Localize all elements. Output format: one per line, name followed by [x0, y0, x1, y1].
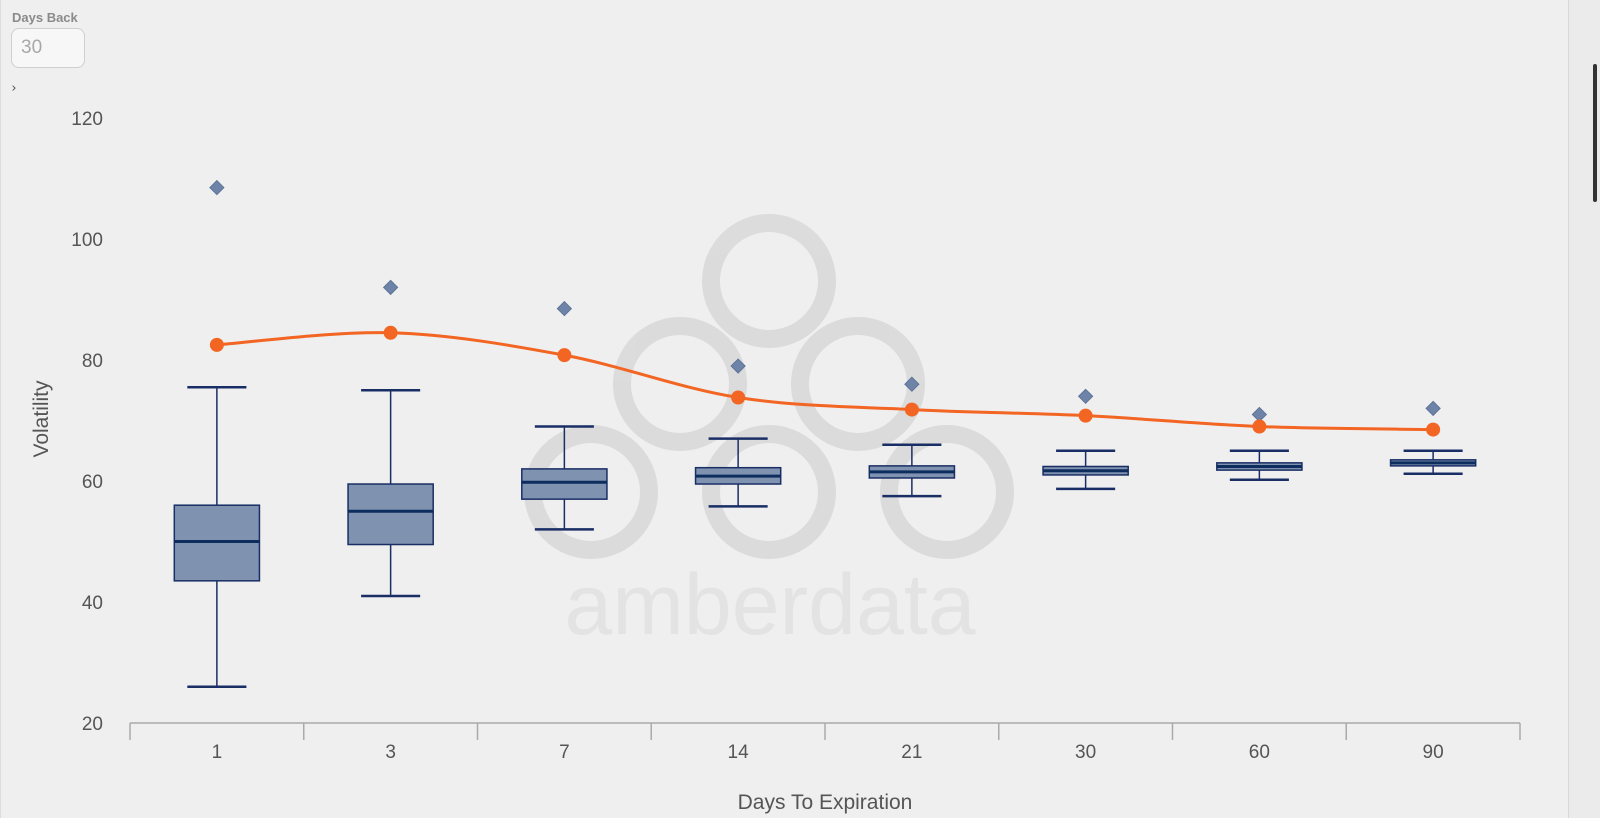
box-30 [1042, 449, 1129, 491]
days-back-label: Days Back [12, 10, 78, 25]
scrollbar[interactable] [1593, 64, 1597, 202]
box-90 [1389, 449, 1477, 475]
mean-point [557, 348, 572, 363]
x-tick-label: 1 [212, 742, 223, 763]
watermark-ring [880, 425, 1014, 559]
watermark-ring [702, 214, 836, 348]
outlier-point [904, 376, 920, 392]
left-border [0, 0, 1, 818]
watermark-ring [791, 317, 925, 451]
y-tick-label: 20 [82, 714, 103, 735]
box-7 [521, 425, 608, 531]
mean-line [209, 325, 1441, 437]
box-1 [173, 385, 261, 688]
box-60 [1216, 449, 1303, 482]
mean-line-path [216, 331, 1434, 432]
y-tick-label: 100 [71, 230, 103, 251]
y-tick-label: 40 [82, 593, 103, 614]
outlier-point [1425, 400, 1441, 417]
outlier-point [1251, 406, 1268, 423]
x-tick-label: 3 [385, 742, 396, 763]
outlier-point [1077, 388, 1094, 405]
mean-point [1426, 422, 1441, 437]
amberdata-watermark: amberdata [524, 214, 1014, 653]
y-tick-label: 60 [82, 472, 103, 493]
box-body [347, 483, 434, 546]
days-back-input[interactable] [11, 28, 85, 68]
x-tick-label: 90 [1423, 742, 1444, 763]
mean-point [383, 325, 398, 340]
axes: 1 3 7 14 21 30 60 90 20 40 60 80 100 120 [71, 109, 1521, 763]
x-tick-label: 14 [728, 742, 750, 763]
x-tick-label: 30 [1075, 742, 1096, 763]
x-tick-label: 21 [901, 742, 922, 763]
watermark-ring [613, 317, 747, 451]
box-3 [347, 389, 434, 598]
outliers [209, 179, 1441, 423]
outlier-point [209, 179, 225, 196]
x-axis-title: Days To Expiration [738, 791, 913, 814]
x-tick-label: 60 [1249, 742, 1270, 763]
watermark-text: amberdata [564, 557, 975, 653]
box-21 [868, 443, 956, 498]
outlier-point [730, 358, 746, 374]
box-14 [694, 437, 782, 508]
x-tick-label: 7 [559, 742, 570, 763]
boxes [173, 385, 1477, 688]
days-back-control: Days Back [11, 10, 85, 68]
chevron-right-icon[interactable]: › [11, 81, 17, 96]
watermark-ring [702, 425, 836, 559]
mean-point [731, 390, 746, 405]
mean-point [904, 402, 919, 417]
box-body [521, 468, 608, 500]
outlier-point [382, 279, 399, 296]
y-tick-label: 120 [71, 109, 103, 130]
y-axis-title: Volatility [30, 380, 53, 458]
mean-point [1078, 408, 1093, 423]
box-body [173, 504, 261, 582]
y-tick-label: 80 [82, 351, 103, 372]
mean-point [1252, 419, 1267, 434]
outlier-point [556, 300, 573, 317]
mean-point [209, 337, 224, 352]
